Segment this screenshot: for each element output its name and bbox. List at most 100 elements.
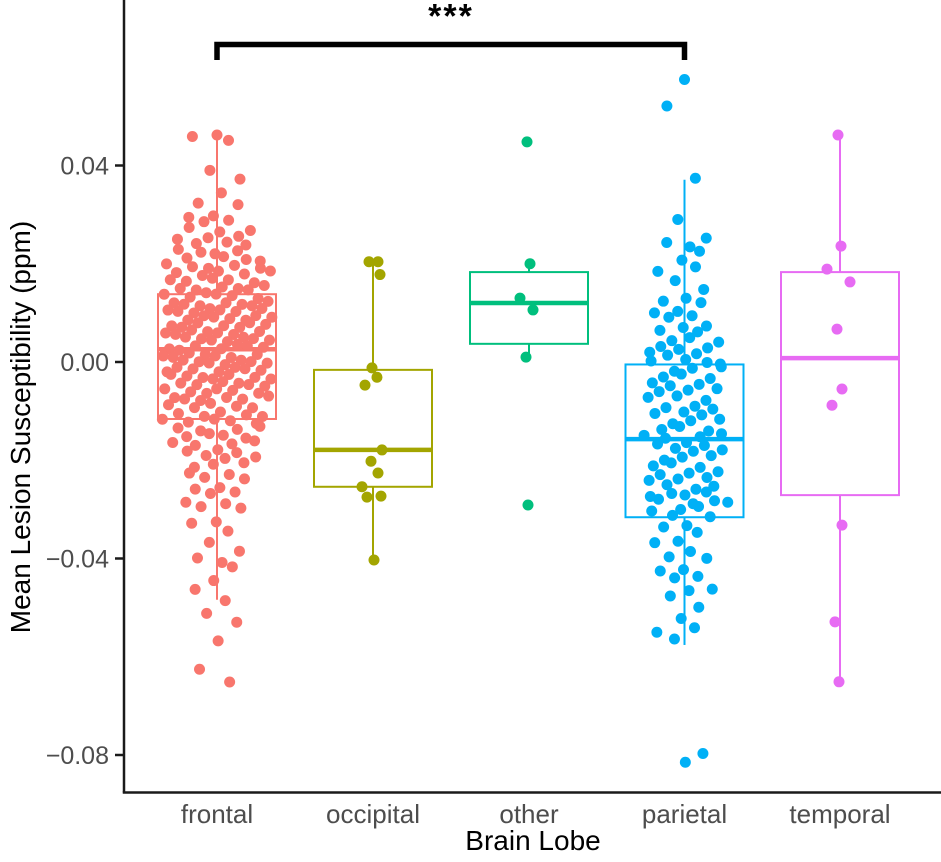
jitter-point-frontal xyxy=(210,516,222,528)
jitter-point-frontal xyxy=(248,277,260,289)
jitter-point-parietal xyxy=(655,340,667,352)
jitter-point-occipital xyxy=(372,256,384,268)
jitter-point-frontal xyxy=(227,384,239,396)
jitter-point-parietal xyxy=(689,261,701,273)
jitter-point-parietal xyxy=(654,469,666,481)
jitter-point-frontal xyxy=(223,468,235,480)
jitter-point-frontal xyxy=(235,502,247,514)
jitter-point-frontal xyxy=(232,199,244,211)
jitter-point-parietal xyxy=(667,509,679,521)
jitter-point-parietal xyxy=(711,383,723,395)
jitter-point-frontal xyxy=(213,366,225,378)
jitter-point-frontal xyxy=(263,390,275,402)
jitter-point-frontal xyxy=(264,265,276,277)
jitter-point-frontal xyxy=(186,517,198,529)
jitter-point-frontal xyxy=(205,334,217,346)
jitter-point-frontal xyxy=(229,361,241,373)
jitter-point-parietal xyxy=(714,413,726,425)
jitter-point-occipital xyxy=(363,256,375,268)
jitter-point-parietal xyxy=(644,346,656,358)
jitter-point-temporal xyxy=(844,276,856,288)
jitter-point-frontal xyxy=(156,413,168,425)
jitter-point-frontal xyxy=(244,224,256,236)
jitter-point-frontal xyxy=(240,409,252,421)
jitter-point-parietal xyxy=(693,601,705,613)
jitter-point-frontal xyxy=(223,214,235,226)
jitter-point-frontal xyxy=(256,410,268,422)
jitter-point-parietal xyxy=(652,438,664,450)
jitter-point-parietal xyxy=(653,493,665,505)
jitter-point-frontal xyxy=(172,243,184,255)
jitter-point-frontal xyxy=(214,482,226,494)
jitter-point-frontal xyxy=(215,187,227,199)
jitter-point-frontal xyxy=(199,349,211,361)
jitter-point-frontal xyxy=(175,377,187,389)
y-tick-label: 0.00 xyxy=(60,349,109,377)
jitter-point-occipital xyxy=(366,362,378,374)
jitter-point-frontal xyxy=(244,317,256,329)
jitter-point-parietal xyxy=(680,354,692,366)
jitter-point-frontal xyxy=(247,402,259,414)
jitter-point-parietal xyxy=(722,496,734,508)
jitter-point-frontal xyxy=(189,439,201,451)
jitter-point-parietal xyxy=(691,348,703,360)
jitter-point-frontal xyxy=(179,331,191,343)
jitter-point-frontal xyxy=(193,356,205,368)
jitter-point-frontal xyxy=(217,429,229,441)
jitter-point-parietal xyxy=(643,474,655,486)
jitter-point-frontal xyxy=(259,380,271,392)
jitter-point-parietal xyxy=(713,336,725,348)
jitter-point-frontal xyxy=(214,304,226,316)
jitter-point-frontal xyxy=(194,663,206,675)
jitter-point-temporal xyxy=(826,399,838,411)
x-tick-label-frontal: frontal xyxy=(181,799,253,829)
jitter-point-parietal xyxy=(638,429,650,441)
jitter-point-parietal xyxy=(681,520,693,532)
jitter-point-temporal xyxy=(836,383,848,395)
jitter-point-temporal xyxy=(835,240,847,252)
jitter-point-frontal xyxy=(195,395,207,407)
jitter-point-frontal xyxy=(210,288,222,300)
jitter-point-frontal xyxy=(238,473,250,485)
jitter-point-parietal xyxy=(700,232,712,244)
jitter-point-frontal xyxy=(181,431,193,443)
jitter-point-frontal xyxy=(221,336,233,348)
jitter-point-parietal xyxy=(678,564,690,576)
jitter-point-frontal xyxy=(190,284,202,296)
jitter-point-occipital xyxy=(368,554,380,566)
jitter-point-frontal xyxy=(168,297,180,309)
jitter-point-parietal xyxy=(694,461,706,473)
jitter-point-frontal xyxy=(209,248,221,260)
jitter-point-parietal xyxy=(679,756,691,768)
jitter-point-frontal xyxy=(198,310,210,322)
jitter-point-occipital xyxy=(356,481,368,493)
jitter-point-frontal xyxy=(230,400,242,412)
jitter-point-frontal xyxy=(203,357,215,369)
jitter-point-parietal xyxy=(671,390,683,402)
jitter-point-frontal xyxy=(179,393,191,405)
jitter-point-frontal xyxy=(200,450,212,462)
jitter-point-parietal xyxy=(698,439,710,451)
jitter-point-frontal xyxy=(242,284,254,296)
jitter-point-parietal xyxy=(669,442,681,454)
y-tick-label: −0.04 xyxy=(46,546,109,574)
jitter-point-frontal xyxy=(211,129,223,141)
jitter-point-frontal xyxy=(194,300,206,312)
jitter-point-parietal xyxy=(686,362,698,374)
jitter-point-frontal xyxy=(222,525,234,537)
jitter-point-frontal xyxy=(201,387,213,399)
jitter-point-frontal xyxy=(183,467,195,479)
jitter-point-parietal xyxy=(666,335,678,347)
jitter-point-frontal xyxy=(218,320,230,332)
jitter-point-frontal xyxy=(163,399,175,411)
jitter-point-parietal xyxy=(703,425,715,437)
jitter-point-frontal xyxy=(230,305,242,317)
jitter-point-frontal xyxy=(266,311,278,323)
jitter-point-frontal xyxy=(211,383,223,395)
jitter-point-frontal xyxy=(204,164,216,176)
jitter-point-parietal xyxy=(679,74,690,86)
jitter-point-parietal xyxy=(658,521,670,533)
jitter-point-frontal xyxy=(237,393,249,405)
jitter-point-parietal xyxy=(661,236,673,248)
jitter-point-parietal xyxy=(698,283,710,295)
